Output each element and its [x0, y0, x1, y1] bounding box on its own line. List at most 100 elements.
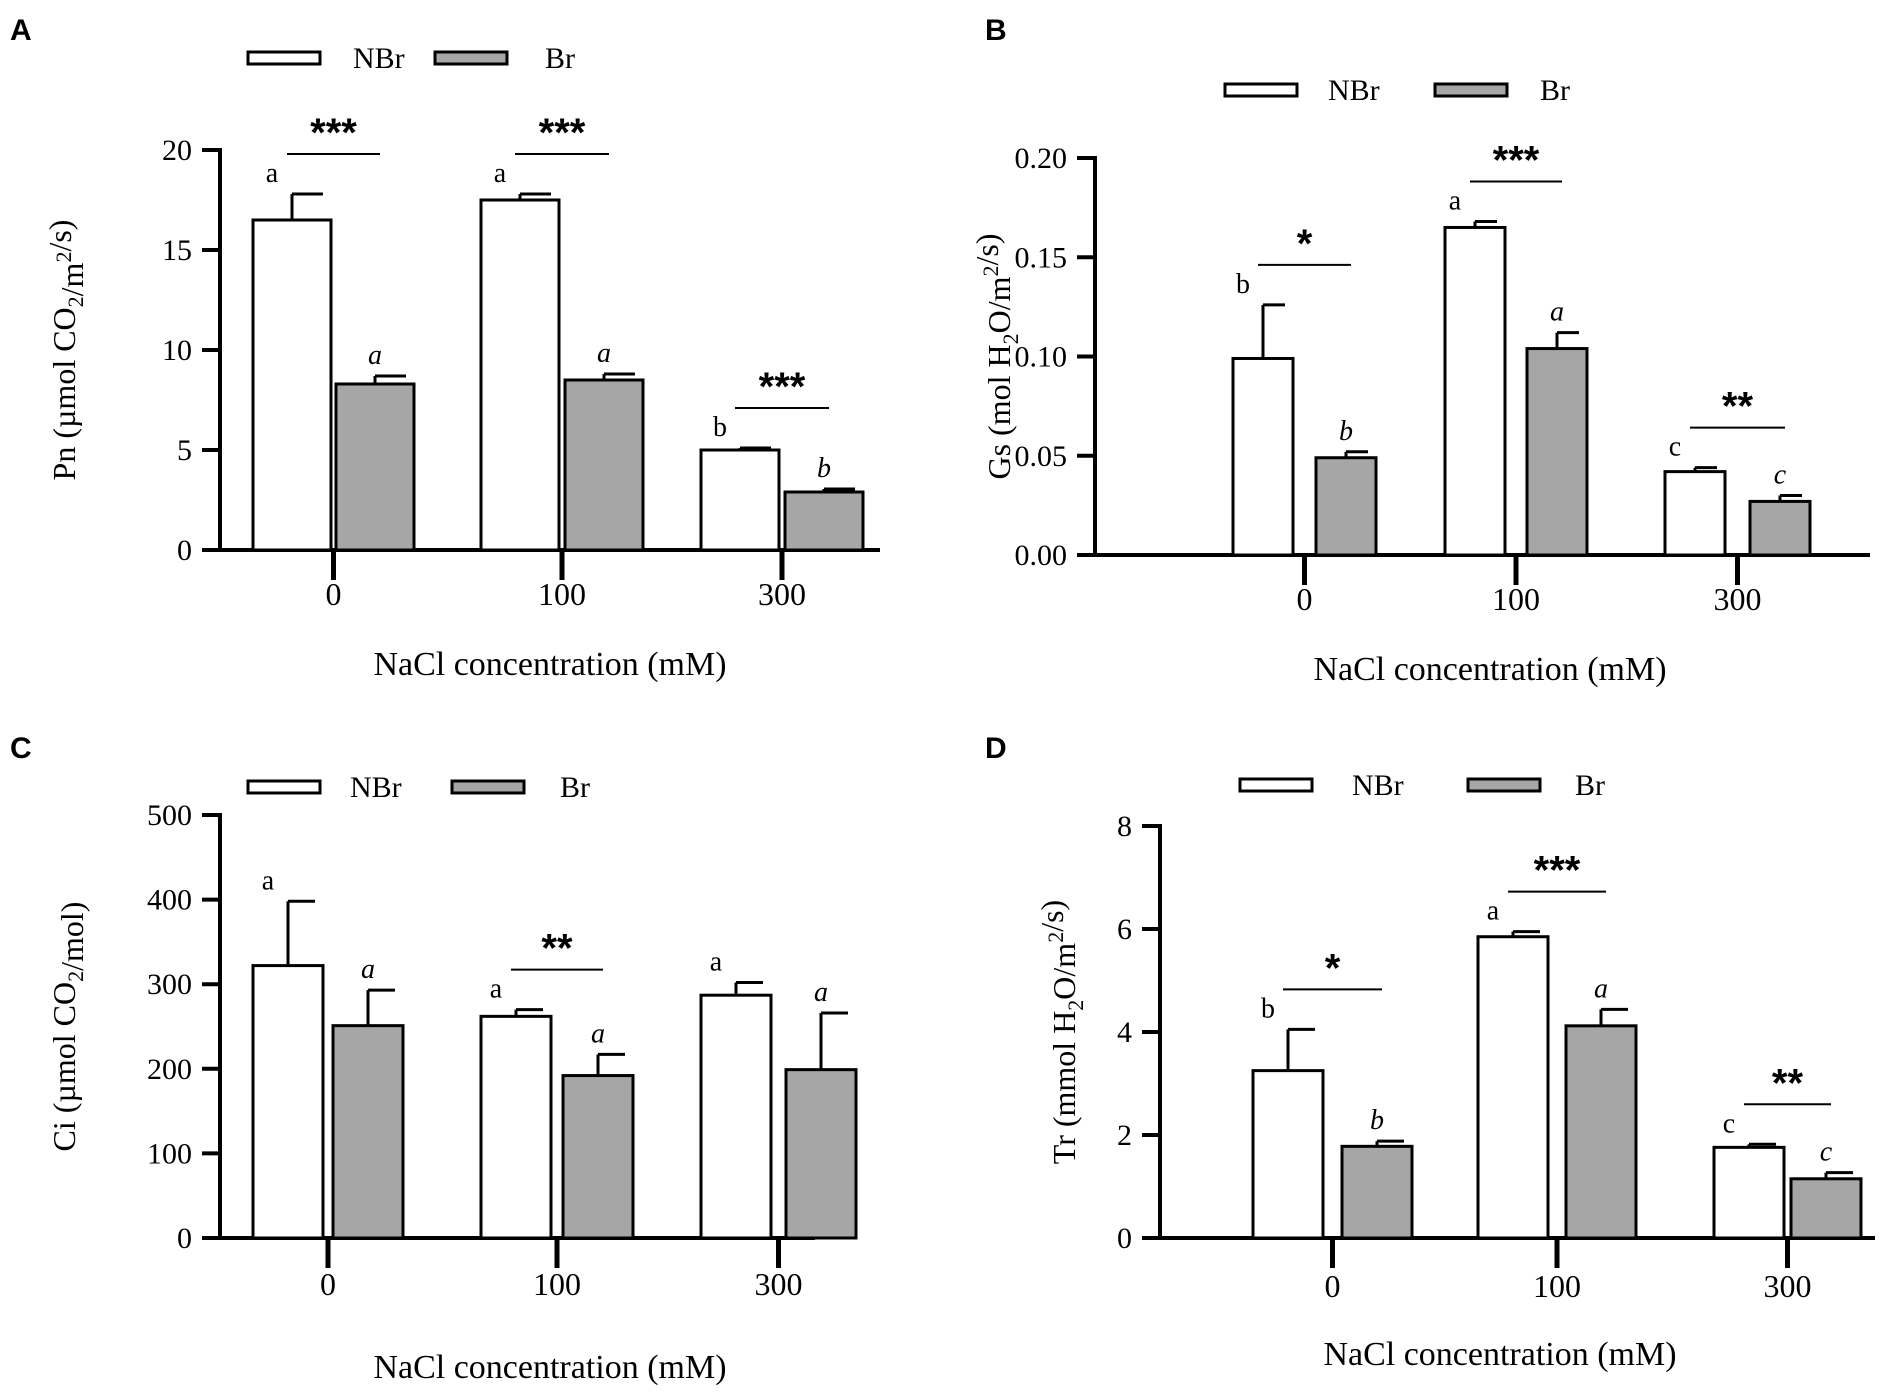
bar-nbr — [479, 1014, 553, 1240]
legend-label-nbr: NBr — [1352, 769, 1404, 802]
bar-nbr — [699, 448, 781, 552]
legend-label-br: Br — [545, 42, 575, 75]
y-tick-label: 0 — [177, 534, 192, 567]
bar-nbr — [1251, 1069, 1325, 1240]
y-tick-label: 0.10 — [1015, 341, 1068, 374]
legend-swatch-nbr — [1223, 82, 1299, 98]
legend-label-nbr: NBr — [353, 42, 405, 75]
panel-letter: B — [985, 14, 1007, 47]
y-axis-label: Tr (mmol H2O/m2/s) — [1034, 900, 1088, 1164]
y-tick-label: 20 — [162, 134, 192, 167]
y-tick-label: 10 — [162, 334, 192, 367]
y-tick-label: 15 — [162, 234, 192, 267]
y-tick-label: 0.05 — [1015, 440, 1068, 473]
y-tick-label: 2 — [1117, 1119, 1132, 1152]
significance-stars: *** — [539, 111, 586, 155]
sig-letter-br: c — [1820, 1137, 1833, 1168]
bar-nbr — [1663, 470, 1727, 557]
sig-letter-nbr: b — [1261, 993, 1275, 1024]
panel-a: A NBr Br 0 5 10 15 20 0 a a *** 100 a a *** 300 b b *** Pn (… — [10, 14, 880, 683]
y-tick-label: 0.15 — [1015, 241, 1068, 274]
sig-letter-br: b — [817, 453, 831, 484]
x-tick-label: 100 — [538, 576, 586, 612]
bar-nbr — [251, 964, 325, 1240]
bar-nbr — [1476, 935, 1550, 1240]
bar-br — [331, 1024, 405, 1240]
sig-letter-br: b — [1370, 1105, 1384, 1136]
x-tick-label: 100 — [533, 1266, 581, 1302]
bar-nbr — [251, 218, 333, 552]
x-tick-label: 300 — [758, 576, 806, 612]
sig-letter-nbr: a — [494, 158, 507, 189]
y-tick-label: 500 — [147, 799, 192, 832]
x-axis-label: NaCl concentration (mM) — [373, 1349, 726, 1386]
legend-swatch-br — [433, 50, 509, 66]
sig-letter-br: a — [597, 338, 611, 369]
legend-label-br: Br — [1575, 769, 1605, 802]
significance-stars: ** — [1722, 385, 1754, 429]
sig-letter-nbr: c — [1669, 432, 1681, 463]
y-axis-label: Pn (µmol CO2/m2/s) — [42, 220, 90, 481]
sig-letter-nbr: a — [490, 974, 503, 1005]
x-axis-label: NaCl concentration (mM) — [373, 646, 726, 683]
panel-letter: A — [10, 14, 32, 47]
y-tick-label: 0 — [1117, 1222, 1132, 1255]
x-axis-label: NaCl concentration (mM) — [1313, 651, 1666, 688]
panel-c: C NBr Br 0 100 200 300 400 500 0 a a 100 a a ** 300 a a Ci … — [10, 732, 858, 1386]
bar-br — [1525, 347, 1589, 557]
y-tick-label: 0 — [177, 1222, 192, 1255]
y-tick-label: 6 — [1117, 913, 1132, 946]
sig-letter-br: a — [1550, 297, 1564, 328]
sig-letter-br: c — [1774, 459, 1787, 490]
y-axis-label: Ci (µmol CO2/mol) — [46, 902, 90, 1152]
bar-br — [1748, 499, 1812, 557]
x-tick-label: 300 — [755, 1266, 803, 1302]
sig-letter-nbr: a — [710, 947, 723, 978]
legend-label-nbr: NBr — [1328, 74, 1380, 107]
bar-br — [1340, 1144, 1414, 1240]
panel-b: B NBr Br 0.00 0.05 0.10 0.15 0.20 0 b b * 100 a a *** 30… — [969, 14, 1870, 688]
x-tick-label: 300 — [1764, 1268, 1812, 1304]
sig-letter-nbr: a — [1449, 186, 1462, 217]
x-axis-label: NaCl concentration (mM) — [1323, 1336, 1676, 1373]
x-tick-label: 300 — [1714, 581, 1762, 617]
sig-letter-br: a — [814, 977, 828, 1008]
sig-letter-br: a — [368, 340, 382, 371]
y-tick-label: 100 — [147, 1137, 192, 1170]
bar-br — [784, 1068, 858, 1240]
bar-nbr — [1443, 225, 1507, 557]
x-tick-label: 100 — [1492, 581, 1540, 617]
legend: NBr Br — [246, 42, 575, 75]
x-tick-label: 0 — [320, 1266, 336, 1302]
panel-letter: C — [10, 732, 32, 765]
sig-letter-br: b — [1339, 416, 1353, 447]
bar-br — [334, 382, 416, 552]
legend: NBr Br — [246, 771, 590, 804]
x-tick-label: 100 — [1533, 1268, 1581, 1304]
significance-stars: * — [1325, 946, 1341, 990]
bar-nbr — [699, 993, 773, 1240]
legend-swatch-nbr — [246, 50, 322, 66]
x-tick-label: 0 — [326, 576, 342, 612]
y-tick-label: 5 — [177, 434, 192, 467]
bar-nbr — [479, 198, 561, 552]
sig-letter-nbr: a — [1487, 896, 1500, 927]
sig-letter-br: a — [361, 954, 375, 985]
y-tick-label: 200 — [147, 1053, 192, 1086]
x-tick-label: 0 — [1297, 581, 1313, 617]
legend-swatch-br — [1433, 82, 1509, 98]
bar-nbr — [1231, 356, 1295, 557]
bar-br — [561, 1074, 635, 1240]
legend-swatch-br — [450, 779, 526, 795]
y-axis-label: Gs (mol H2O/m2/s) — [969, 234, 1023, 480]
panel-letter: D — [985, 732, 1007, 765]
y-tick-label: 8 — [1117, 810, 1132, 843]
sig-letter-br: a — [1594, 973, 1608, 1004]
y-tick-label: 0.20 — [1015, 142, 1068, 175]
legend-label-nbr: NBr — [350, 771, 402, 804]
bar-br — [1564, 1024, 1638, 1240]
significance-stars: *** — [1493, 139, 1540, 183]
significance-stars: ** — [541, 927, 573, 971]
y-tick-label: 400 — [147, 884, 192, 917]
